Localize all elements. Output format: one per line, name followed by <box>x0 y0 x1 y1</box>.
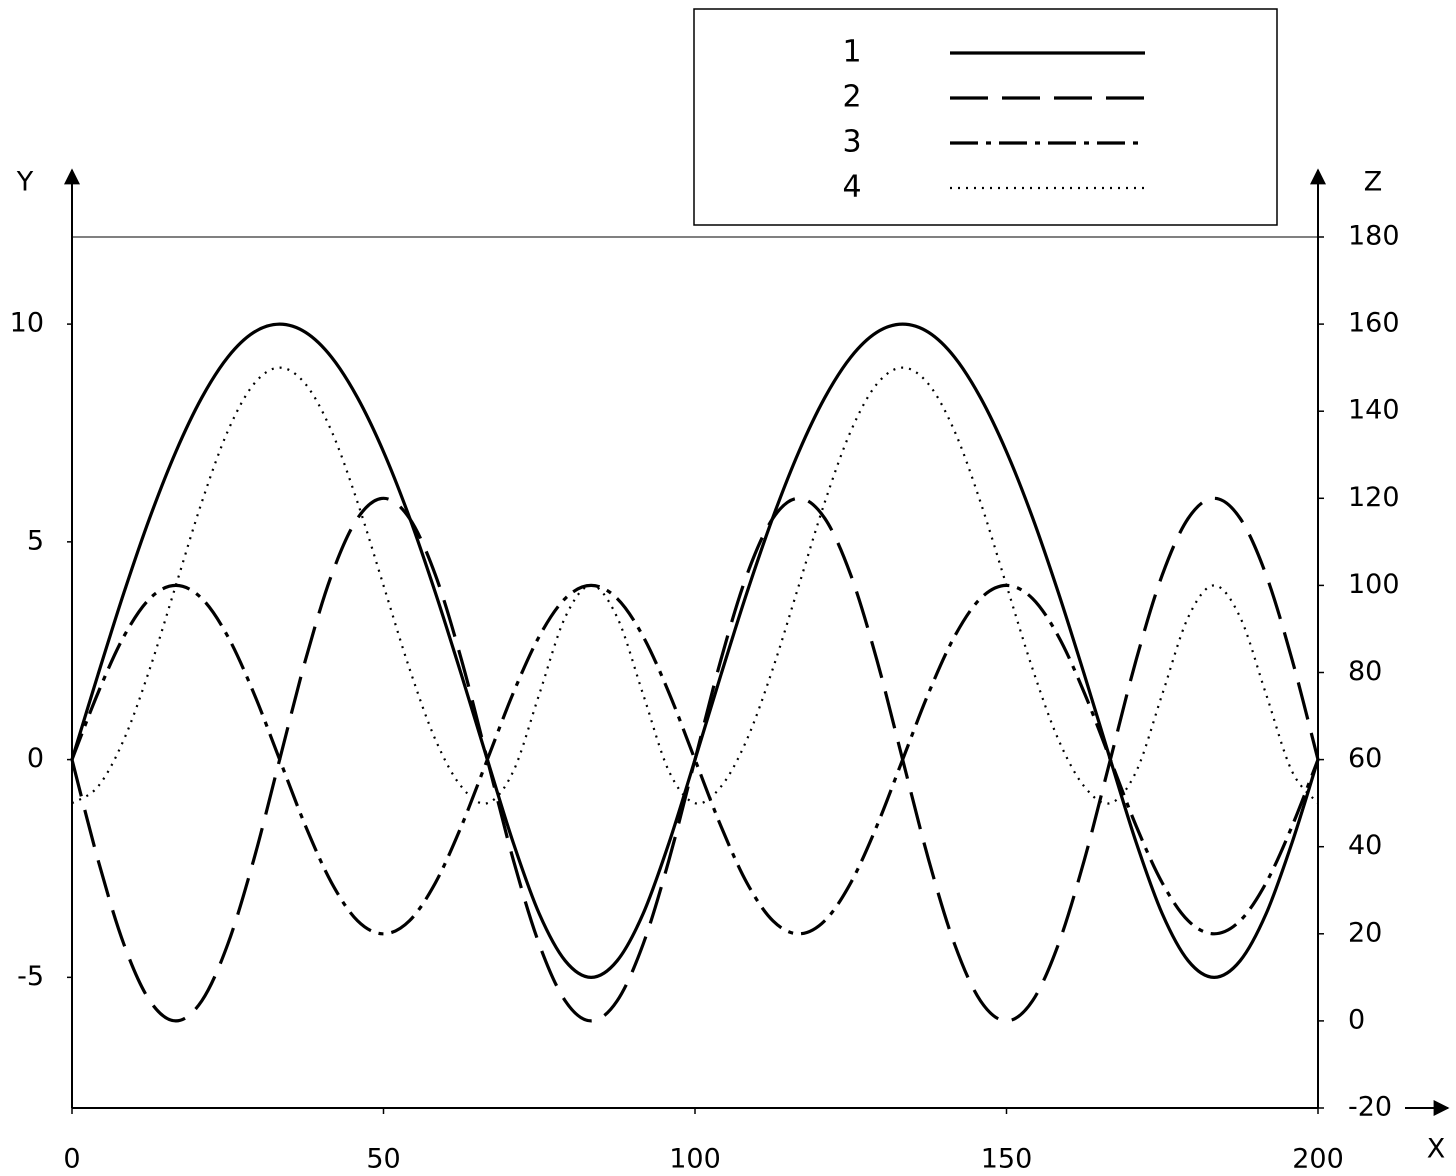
y2-tick-label: 60 <box>1348 743 1382 774</box>
y2-tick-label: 80 <box>1348 656 1382 687</box>
y2-tick-label: 20 <box>1348 917 1382 948</box>
legend-label: 1 <box>842 35 861 70</box>
y2-axis-label: Z <box>1364 167 1383 198</box>
y2-tick-label: 0 <box>1348 1004 1365 1035</box>
x-tick-label: 150 <box>981 1144 1033 1175</box>
y-tick-label: -5 <box>17 961 44 992</box>
y-tick-label: 0 <box>27 743 44 774</box>
series-line <box>70 496 1320 1023</box>
x-tick-label: 100 <box>669 1144 721 1175</box>
y2-tick-label: 180 <box>1348 221 1400 252</box>
x-tick-label: 0 <box>63 1144 80 1175</box>
y-tick-label: 5 <box>27 525 44 556</box>
legend-label: 4 <box>842 170 861 205</box>
y2-tick-label: 140 <box>1348 395 1400 426</box>
series-line <box>70 322 1320 979</box>
x-tick-label: 50 <box>366 1144 400 1175</box>
x-axis-label: X <box>1427 1134 1446 1165</box>
x-tick-label: 200 <box>1292 1144 1344 1175</box>
series-line <box>71 366 1319 805</box>
y2-tick-label: 120 <box>1348 482 1400 513</box>
y2-tick-label: -20 <box>1348 1092 1392 1123</box>
y2-tick-label: 100 <box>1348 569 1400 600</box>
y2-tick-label: 40 <box>1348 830 1382 861</box>
y-axis-label: Y <box>16 167 34 198</box>
legend-label: 2 <box>842 80 861 115</box>
series-line <box>70 583 1320 936</box>
legend <box>693 8 1278 226</box>
y2-tick-label: 160 <box>1348 308 1400 339</box>
y-tick-label: 10 <box>10 308 44 339</box>
legend-label: 3 <box>842 125 861 160</box>
